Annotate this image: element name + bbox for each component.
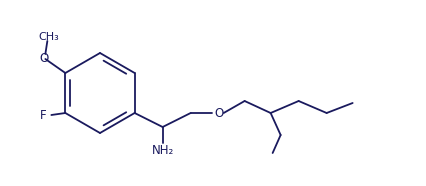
Text: O: O (40, 52, 49, 65)
Text: O: O (214, 107, 223, 119)
Text: CH₃: CH₃ (38, 32, 59, 42)
Text: F: F (40, 108, 47, 121)
Text: NH₂: NH₂ (152, 145, 174, 158)
